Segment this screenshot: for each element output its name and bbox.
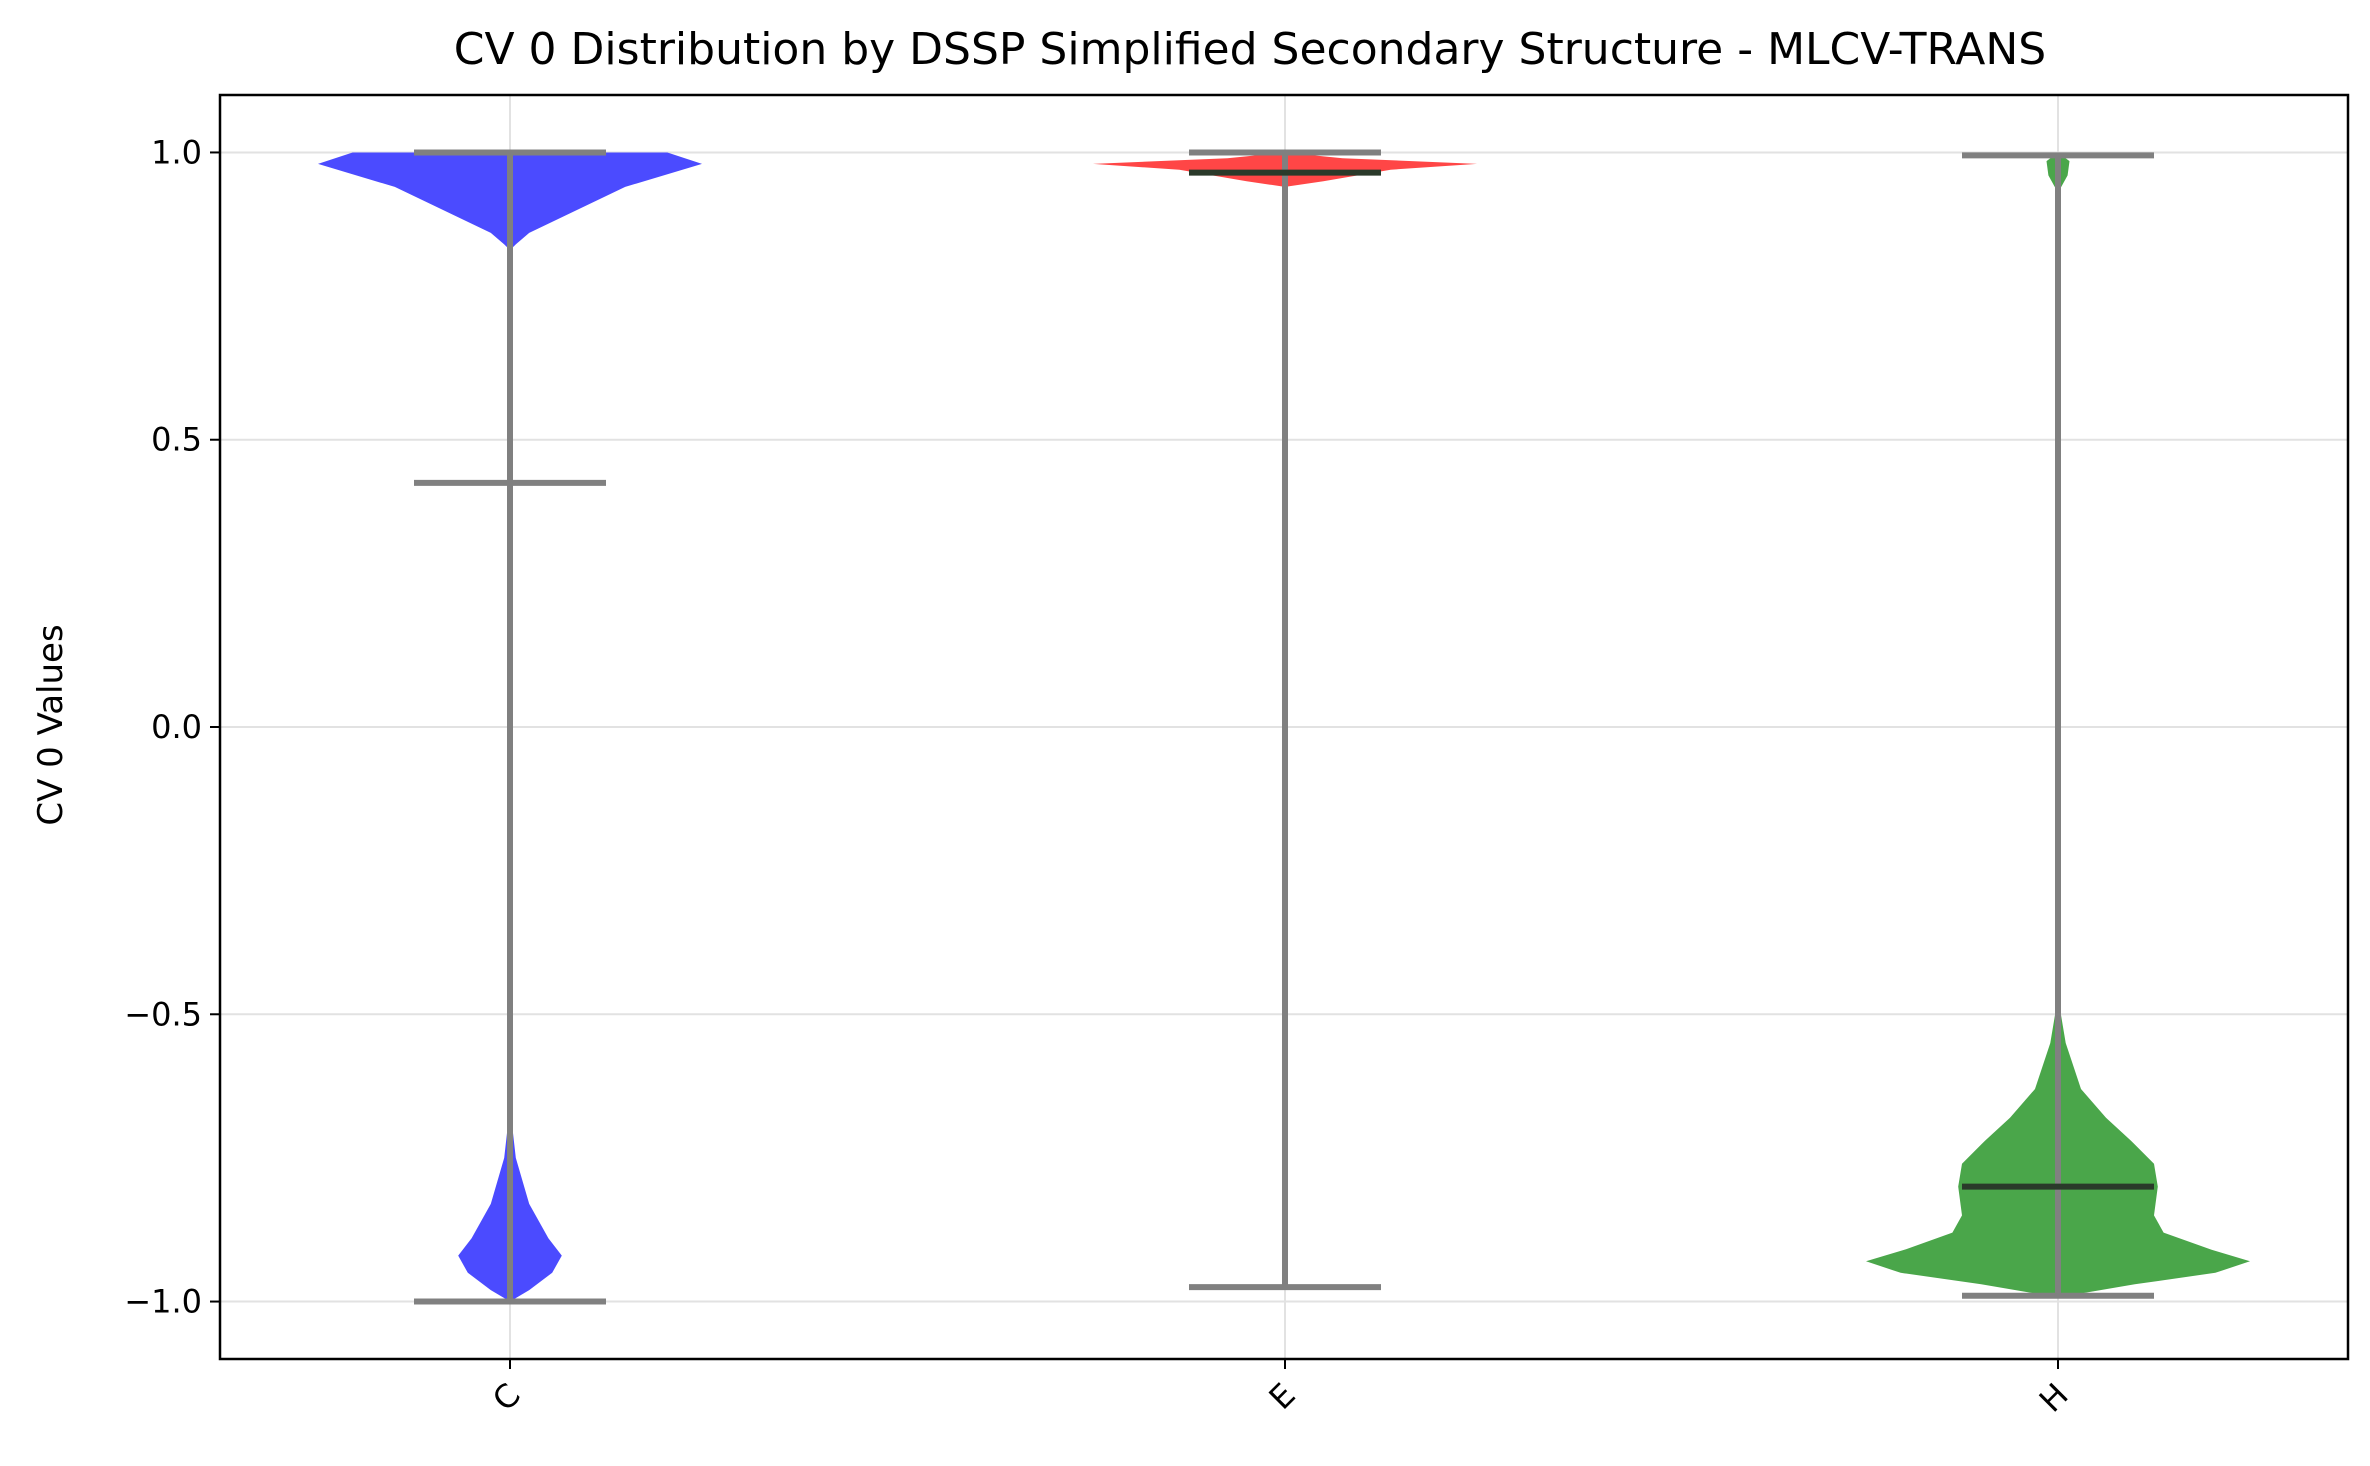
x-tick-label: C (485, 1376, 528, 1419)
y-tick-label: −0.5 (124, 995, 202, 1033)
y-tick-label: 0.5 (151, 421, 202, 459)
x-tick-label: H (2032, 1376, 2076, 1420)
y-tick-label: 0.0 (151, 708, 202, 746)
y-tick-label: −1.0 (124, 1283, 202, 1321)
x-tick-label: E (1261, 1376, 1302, 1417)
violin-statistics (414, 149, 2154, 1305)
chart-title: CV 0 Distribution by DSSP Simplified Sec… (454, 24, 2047, 75)
y-tick-label: 1.0 (151, 133, 202, 171)
y-axis-ticks: 1.0 0.5 0.0 −0.5 −1.0 (124, 133, 220, 1321)
y-axis-label: CV 0 Values (31, 624, 71, 825)
